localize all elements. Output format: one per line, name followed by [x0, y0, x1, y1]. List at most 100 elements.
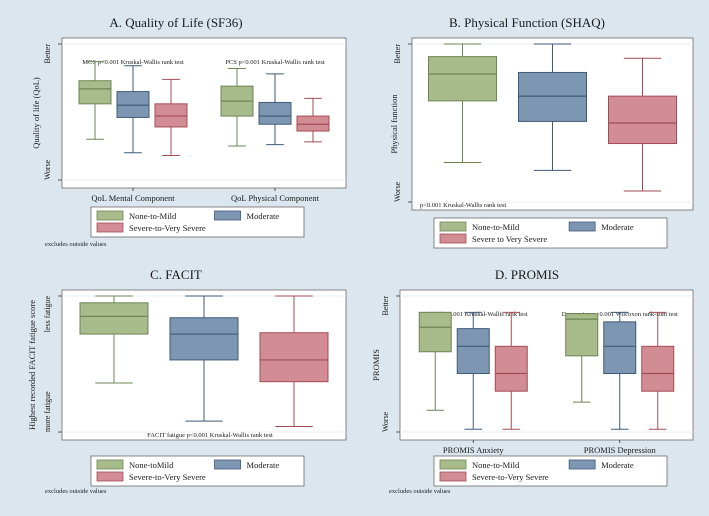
- legend-swatch: [439, 233, 467, 244]
- panel-D: D. PROMISBetterWorsePROMISAnxiety p<0.00…: [371, 267, 694, 495]
- box-iqr: [494, 345, 528, 392]
- box-red: [296, 97, 330, 143]
- legend-swatch: [214, 210, 241, 221]
- box-red: [154, 78, 188, 157]
- legend-label: Moderate: [601, 222, 634, 232]
- legend: None-to-Mild Moderate Severe-to-Very Sever…: [433, 455, 668, 487]
- legend-swatch: [214, 459, 241, 470]
- significance-note: PCS p<0.001 Kruskal-Wallis rank test: [225, 59, 325, 66]
- legend-label: Severe-to-Very Severe: [129, 223, 206, 233]
- box-iqr: [603, 321, 637, 375]
- box-blue: [116, 65, 150, 154]
- y-bottom-label: more fatigue: [43, 391, 52, 432]
- panel-title: C. FACIT: [150, 267, 202, 282]
- box-blue: [258, 73, 292, 146]
- y-bottom-label: Worse: [393, 181, 402, 202]
- legend-swatch: [96, 210, 124, 221]
- legend-label: Moderate: [247, 211, 280, 221]
- legend-swatch: [439, 221, 467, 232]
- box-green: [428, 43, 497, 163]
- box-iqr: [456, 328, 490, 375]
- box-red: [641, 311, 675, 430]
- box-iqr: [169, 317, 239, 361]
- box-blue: [169, 295, 239, 422]
- legend-label: None-toMild: [129, 460, 174, 470]
- y-axis-title: Highest recorded FACIT fatigue score: [27, 300, 37, 430]
- legend-label: None-to-Mild: [472, 460, 520, 470]
- legend-frame: [433, 455, 668, 487]
- box-iqr: [116, 91, 150, 118]
- legend-frame: [433, 217, 668, 249]
- legend-label: Severe to Very Severe: [472, 234, 547, 244]
- box-iqr: [79, 302, 149, 335]
- legend-swatch: [439, 459, 467, 470]
- box-iqr: [418, 311, 452, 353]
- panel-A: A. Quality of Life (SF36) Better Worse Qual…: [31, 15, 347, 248]
- y-top-label: Better: [43, 44, 52, 64]
- legend-label: Severe-to-Very Severe: [472, 472, 549, 482]
- y-bottom-label: Worse: [43, 159, 52, 180]
- legend-swatch: [439, 471, 467, 482]
- y-top-label: Better: [393, 44, 402, 64]
- box-blue: [456, 311, 490, 430]
- box-red: [494, 311, 528, 430]
- box-green: [418, 311, 452, 411]
- x-category-label: QoL Mental Component: [91, 193, 175, 203]
- y-axis-title: Physical function: [389, 94, 399, 154]
- y-axis-title: PROMIS: [371, 349, 381, 381]
- legend: None-to-Mild Moderate Severe-to-Very Sever…: [90, 206, 305, 238]
- panel-title: D. PROMIS: [495, 267, 559, 282]
- panel-title: B. Physical Function (SHAQ): [449, 15, 605, 30]
- significance-note: FACIT fatigue p<0.001 Kruskal-Wallis ran…: [147, 432, 273, 439]
- box-iqr: [428, 56, 497, 102]
- significance-note: MCS p<0.001 Kruskal-Wallis rank test: [82, 59, 184, 66]
- footnote: excludes outside values: [45, 241, 107, 248]
- legend-swatch: [568, 459, 596, 470]
- legend-frame: [90, 206, 305, 238]
- box-iqr: [258, 101, 292, 125]
- box-green: [79, 295, 149, 384]
- box-iqr: [608, 95, 677, 145]
- legend-swatch: [96, 471, 124, 482]
- box-blue: [518, 43, 587, 171]
- legend-label: Severe-to-Very Severe: [129, 472, 206, 482]
- box-iqr: [296, 115, 330, 132]
- footnote: excludes outside values: [45, 488, 107, 495]
- legend: None-toMild Moderate Severe-to-Very Severe: [90, 455, 305, 487]
- legend-label: Moderate: [247, 460, 280, 470]
- box-green: [78, 61, 112, 140]
- x-category-label: QoL Physical Component: [231, 193, 320, 203]
- x-category-label: PROMIS Depression: [584, 445, 657, 455]
- significance-note: p<0.001 Kruskal-Wallis rank test: [420, 202, 506, 209]
- box-iqr: [259, 332, 329, 383]
- legend-swatch: [96, 222, 124, 233]
- box-iqr: [518, 71, 587, 122]
- y-bottom-label: Worse: [381, 411, 390, 432]
- legend-swatch: [96, 459, 124, 470]
- box-red: [608, 57, 677, 192]
- box-green: [565, 313, 599, 403]
- legend-frame: [90, 455, 305, 487]
- panel-C: C. FACIT less fatigue more fatigue Highest …: [27, 267, 347, 495]
- legend-label: Moderate: [601, 460, 634, 470]
- box-green: [220, 67, 254, 147]
- box-iqr: [154, 103, 188, 128]
- legend: None-to-Mild Moderate Severe to Very Sever…: [433, 217, 668, 249]
- panel-B: B. Physical Function (SHAQ) Better Worse Ph…: [389, 15, 694, 249]
- y-axis-title: Quality of life (QoL): [31, 77, 41, 149]
- box-iqr: [78, 80, 112, 105]
- panel-title: A. Quality of Life (SF36): [109, 15, 242, 30]
- y-top-label: Better: [381, 296, 390, 316]
- legend-label: None-to-Mild: [129, 211, 177, 221]
- box-iqr: [641, 345, 675, 392]
- x-category-label: PROMIS Anxiety: [443, 445, 504, 455]
- box-blue: [603, 311, 637, 430]
- box-iqr: [565, 313, 599, 357]
- box-red: [259, 295, 329, 428]
- legend-swatch: [568, 221, 596, 232]
- y-top-label: less fatigue: [43, 296, 52, 333]
- legend-label: None-to-Mild: [472, 222, 520, 232]
- plot-area: [61, 37, 347, 189]
- footnote: excludes outside values: [389, 488, 451, 495]
